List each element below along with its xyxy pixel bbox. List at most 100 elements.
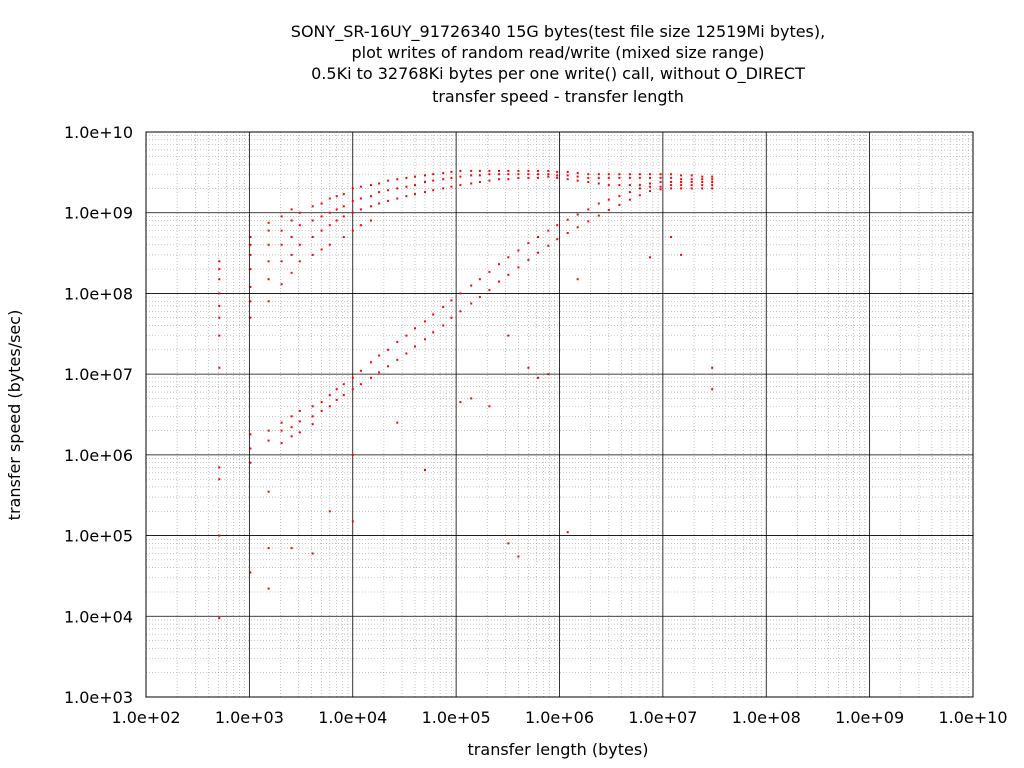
- data-point: [298, 260, 301, 263]
- data-point: [432, 189, 435, 192]
- x-axis-title: transfer length (bytes): [468, 740, 649, 759]
- data-point: [218, 466, 221, 469]
- data-point: [649, 190, 651, 193]
- data-point: [378, 354, 381, 357]
- data-point: [507, 273, 510, 276]
- data-point: [680, 181, 683, 183]
- data-point: [267, 229, 270, 232]
- data-point: [659, 176, 662, 179]
- data-point: [690, 187, 693, 190]
- data-point: [424, 338, 426, 341]
- data-point: [628, 184, 631, 187]
- data-point: [414, 327, 416, 330]
- data-point: [396, 358, 399, 361]
- data-point: [424, 320, 426, 323]
- data-point: [342, 236, 345, 238]
- data-point: [566, 174, 569, 177]
- data-point: [498, 280, 500, 283]
- data-point: [576, 226, 579, 229]
- data-point: [537, 251, 539, 254]
- data-point: [566, 218, 569, 221]
- data-point: [527, 169, 530, 172]
- data-point: [547, 244, 550, 247]
- data-point: [387, 365, 390, 368]
- data-point: [414, 184, 416, 187]
- data-point: [280, 283, 283, 286]
- data-point: [517, 173, 520, 176]
- data-point: [405, 176, 408, 179]
- data-point: [566, 178, 569, 181]
- data-point: [701, 175, 704, 178]
- data-point: [405, 352, 408, 355]
- data-point: [328, 394, 331, 397]
- data-point: [547, 373, 550, 376]
- data-point: [378, 191, 381, 194]
- data-point: [396, 187, 399, 190]
- data-point: [320, 401, 323, 404]
- data-point: [680, 253, 683, 256]
- plot-frame: [145, 131, 974, 698]
- data-point: [517, 169, 520, 172]
- data-point: [638, 194, 641, 197]
- data-point: [507, 334, 510, 337]
- data-point: [680, 178, 683, 181]
- data-point: [470, 284, 473, 287]
- data-point: [576, 175, 579, 178]
- x-tick-label: 1.0e+08: [732, 708, 801, 727]
- data-point: [335, 219, 338, 222]
- data-point: [701, 187, 704, 190]
- data-point: [414, 175, 416, 178]
- data-point: [470, 182, 473, 185]
- data-point: [370, 376, 372, 379]
- data-point: [351, 376, 354, 379]
- data-point: [649, 173, 651, 176]
- data-point: [638, 176, 641, 179]
- data-point: [527, 173, 530, 176]
- data-point: [267, 260, 270, 263]
- data-point: [537, 376, 539, 379]
- data-point: [249, 268, 252, 271]
- data-point: [576, 213, 579, 216]
- data-point: [488, 169, 491, 172]
- data-point: [249, 236, 252, 238]
- data-point: [320, 202, 323, 205]
- data-point: [711, 184, 714, 187]
- data-point: [267, 439, 270, 442]
- data-point: [351, 211, 354, 214]
- data-point: [432, 179, 435, 182]
- data-point: [249, 316, 252, 319]
- data-point: [618, 195, 621, 198]
- y-tick-label: 1.0e+07: [64, 365, 133, 384]
- data-point: [432, 331, 435, 334]
- data-point: [290, 253, 293, 256]
- data-point: [566, 531, 569, 534]
- data-point: [249, 433, 252, 436]
- data-point: [450, 176, 453, 179]
- data-point: [442, 324, 445, 327]
- data-point: [517, 176, 520, 179]
- grid-lines: [146, 132, 973, 697]
- y-tick-label: 1.0e+10: [64, 123, 133, 142]
- data-point: [320, 229, 323, 232]
- data-point: [488, 270, 491, 273]
- data-point: [711, 366, 714, 369]
- data-point: [670, 184, 673, 187]
- data-point: [298, 224, 301, 227]
- y-axis-ticks: 1.0e+03 1.0e+04 1.0e+05 1.0e+06 1.0e+07 1.0e+…: [64, 123, 133, 707]
- data-point: [342, 215, 345, 218]
- data-point: [597, 173, 600, 176]
- data-point: [701, 184, 704, 187]
- data-point: [576, 278, 579, 281]
- data-point: [311, 423, 314, 426]
- data-point: [396, 421, 399, 424]
- data-point: [576, 179, 579, 182]
- data-point: [424, 469, 426, 471]
- data-point: [351, 229, 354, 232]
- y-tick-label: 1.0e+08: [64, 284, 133, 303]
- data-point: [267, 300, 270, 303]
- data-point: [359, 383, 362, 386]
- data-point: [267, 587, 270, 590]
- data-point: [517, 555, 520, 558]
- data-point: [335, 388, 338, 391]
- data-point: [711, 181, 714, 183]
